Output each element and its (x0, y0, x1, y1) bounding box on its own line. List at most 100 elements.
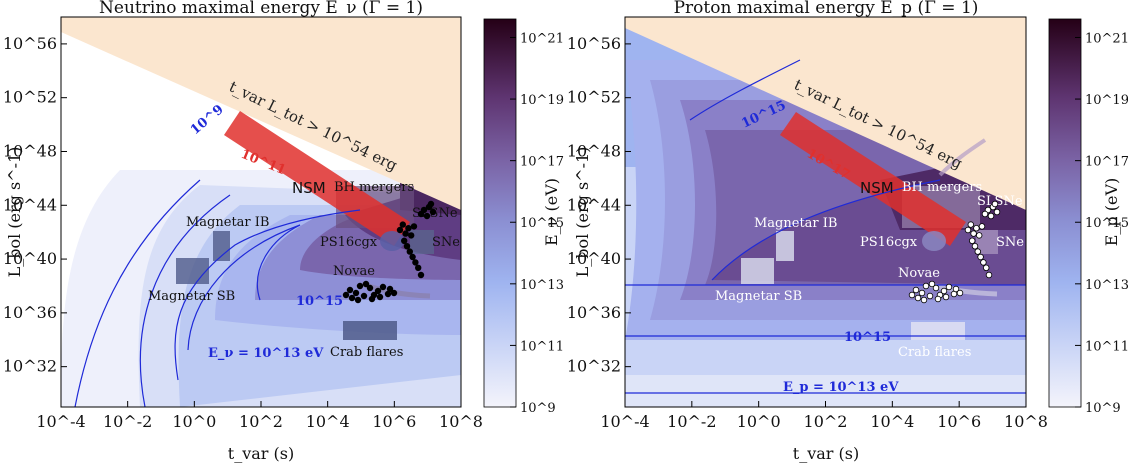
ps16cgx-ellipse-left (380, 231, 404, 251)
source-data-point (926, 292, 934, 300)
source-data-point (348, 294, 356, 302)
y-tick-label: 10^36 (3, 303, 57, 322)
source-data-point (964, 226, 972, 234)
magnetar-ib-label-left: Magnetar IB (186, 215, 269, 230)
source-data-point (409, 253, 416, 261)
right-y-ticks: 10^32 10^36 10^40 10^44 10^48 10^52 10^56 (567, 34, 631, 376)
contour-label-right-3: 10^15 (844, 330, 891, 345)
source-data-point (362, 280, 370, 288)
source-data-point (408, 232, 415, 239)
source-data-point (976, 232, 983, 239)
source-data-point (928, 280, 936, 288)
left-heatmap: 10^9 10^11 10^15 E_ν = 10^13 eV t_var L_… (61, 17, 461, 407)
magnetar-sb-box-right (741, 258, 774, 284)
nsm-band-left (224, 111, 410, 246)
source-data-point (940, 287, 948, 295)
left-panel: Neutrino maximal energy E_ν (Γ = 1) (3, 0, 564, 463)
x-tick-label: 10^8 (439, 412, 483, 431)
source-data-point (427, 200, 435, 208)
colorbar-tick-label: 10^17 (520, 155, 564, 170)
source-data-point (969, 237, 976, 244)
source-data-point (429, 208, 437, 216)
source-data-point (379, 283, 387, 291)
data-points-right (908, 200, 1001, 304)
x-tick-label: 10^0 (737, 412, 781, 431)
y-tick-label: 10^32 (3, 357, 57, 376)
source-data-point (945, 283, 953, 291)
colorbar-tick-label: 10^13 (1085, 278, 1128, 293)
y-tick-label: 10^44 (567, 195, 621, 214)
x-tick-label: 10^-2 (667, 412, 716, 431)
right-colorbar-label: E_p (eV) (1102, 178, 1121, 247)
source-data-point (360, 292, 368, 300)
right-panel: Proton maximal energy E_p (Γ = 1) (567, 0, 1128, 463)
source-data-point (920, 296, 928, 304)
nsm-band-right (780, 112, 966, 246)
source-data-point (390, 289, 398, 297)
colorbar-tick-label: 10^19 (520, 93, 564, 108)
source-data-point (376, 293, 384, 301)
source-data-point (417, 271, 425, 279)
y-tick-label: 10^32 (567, 357, 621, 376)
contour-label-left-4: E_ν = 10^13 eV (208, 346, 324, 361)
source-data-point (399, 221, 406, 228)
novae-label-right: Novae (898, 266, 940, 281)
x-tick-label: 10^2 (239, 412, 283, 431)
left-colorbar-ticks: 10^9 10^11 10^13 10^15 10^17 10^19 10^21 (510, 31, 564, 416)
source-data-point (973, 224, 980, 232)
contour-label-left-3: 10^15 (296, 294, 343, 309)
right-heatmap: 10^15 10^17 10^15 E_p = 10^13 eV t_var L… (625, 17, 1026, 407)
ps16cgx-ellipse-right (922, 231, 946, 251)
crab-flares-box-left (343, 321, 397, 340)
crab-flares-box-right (911, 322, 965, 340)
right-colorbar (1048, 18, 1082, 408)
colorbar-tick-label: 10^9 (1085, 401, 1121, 416)
y-tick-label: 10^48 (567, 141, 621, 160)
magnetar-sb-box-left (176, 258, 209, 284)
source-data-point (980, 259, 987, 266)
source-data-point (985, 271, 993, 279)
source-data-point (908, 291, 916, 299)
source-data-point (934, 295, 942, 303)
source-data-point (412, 259, 419, 266)
source-data-point (987, 212, 995, 220)
source-data-point (918, 289, 926, 297)
nsm-label-right: NSM (860, 179, 894, 197)
source-data-point (914, 294, 922, 302)
left-x-ticks: 10^-4 10^-2 10^0 10^2 10^4 10^6 10^8 (36, 401, 483, 431)
colorbar-tick-label: 10^21 (520, 31, 564, 46)
source-data-point (971, 242, 979, 250)
x-tick-label: 10^-4 (36, 412, 85, 431)
source-data-point (415, 264, 422, 271)
slsne-label-right: SLSNe (977, 194, 1023, 209)
novae-label-left: Novae (333, 264, 375, 279)
source-data-point (402, 230, 409, 237)
source-data-point (410, 223, 418, 230)
crab-flares-label-right: Crab flares (898, 345, 971, 360)
source-data-point (993, 208, 1001, 216)
colorbar-tick-label: 10^15 (1085, 216, 1128, 231)
source-data-point (354, 296, 362, 304)
ps16cgx-label-right: PS16cgx (860, 235, 918, 250)
y-tick-label: 10^56 (567, 34, 621, 53)
x-tick-label: 10^2 (804, 412, 848, 431)
colorbar-tick-label: 10^15 (520, 216, 564, 231)
y-tick-label: 10^48 (3, 141, 57, 160)
y-tick-label: 10^40 (567, 249, 621, 268)
source-data-point (366, 284, 374, 292)
source-data-point (922, 282, 930, 290)
source-data-point (396, 226, 404, 234)
colorbar-tick-label: 10^11 (520, 339, 564, 354)
x-tick-label: 10^-4 (600, 412, 649, 431)
colorbar-tick-label: 10^11 (1085, 339, 1128, 354)
left-x-axis-label: t_var (s) (228, 444, 294, 463)
contour-lines-right (625, 59, 1026, 394)
magnetar-ib-label-right: Magnetar IB (754, 216, 837, 231)
source-data-point (981, 210, 989, 218)
source-data-point (956, 289, 964, 297)
sne-label-right: SNe (996, 235, 1024, 250)
source-data-point (967, 221, 974, 228)
source-data-point (978, 223, 986, 230)
data-points-left (342, 200, 437, 304)
